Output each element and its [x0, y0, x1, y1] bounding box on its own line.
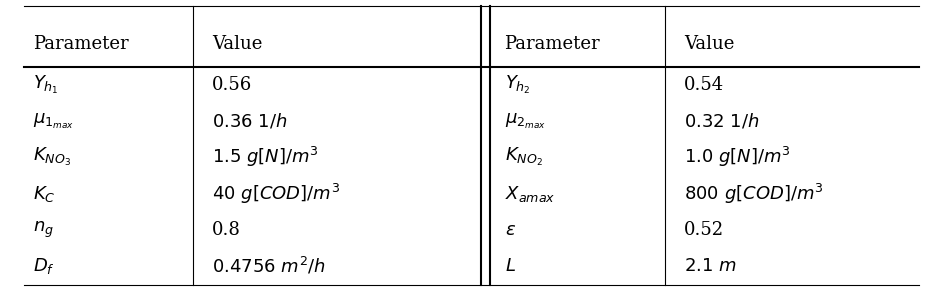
Text: 0.52: 0.52 — [684, 221, 724, 239]
Text: $Y_{h_1}$: $Y_{h_1}$ — [33, 74, 58, 96]
Text: Parameter: Parameter — [505, 35, 600, 53]
Text: $X_{amax}$: $X_{amax}$ — [505, 184, 554, 204]
Text: Value: Value — [212, 35, 262, 53]
Text: $800\ g[COD]/m^3$: $800\ g[COD]/m^3$ — [684, 181, 823, 206]
Text: $\mu_{1_{max}}$: $\mu_{1_{max}}$ — [33, 112, 74, 131]
Text: $Y_{h_2}$: $Y_{h_2}$ — [505, 74, 530, 96]
Text: $D_f$: $D_f$ — [33, 256, 55, 276]
Text: $1.5\ g[N]/m^3$: $1.5\ g[N]/m^3$ — [212, 145, 319, 170]
Text: $2.1\ m$: $2.1\ m$ — [684, 257, 736, 275]
Text: $0.32\ 1/h$: $0.32\ 1/h$ — [684, 112, 759, 131]
Text: $1.0\ g[N]/m^3$: $1.0\ g[N]/m^3$ — [684, 145, 790, 170]
Text: $0.4756\ m^2/h$: $0.4756\ m^2/h$ — [212, 255, 326, 277]
Text: $\mu_{2_{max}}$: $\mu_{2_{max}}$ — [505, 112, 546, 131]
Text: $K_{NO_2}$: $K_{NO_2}$ — [505, 146, 542, 168]
Text: 0.56: 0.56 — [212, 76, 253, 94]
Text: $L$: $L$ — [505, 257, 516, 275]
Text: $0.36\ 1/h$: $0.36\ 1/h$ — [212, 112, 288, 131]
Text: $n_g$: $n_g$ — [33, 220, 54, 240]
Text: 0.54: 0.54 — [684, 76, 724, 94]
Text: Parameter: Parameter — [33, 35, 128, 53]
Text: $\epsilon$: $\epsilon$ — [505, 221, 516, 239]
Text: 0.8: 0.8 — [212, 221, 241, 239]
Text: $K_{NO_3}$: $K_{NO_3}$ — [33, 146, 71, 168]
Text: $K_C$: $K_C$ — [33, 184, 56, 204]
Text: Value: Value — [684, 35, 734, 53]
Text: $40\ g[COD]/m^3$: $40\ g[COD]/m^3$ — [212, 181, 340, 206]
